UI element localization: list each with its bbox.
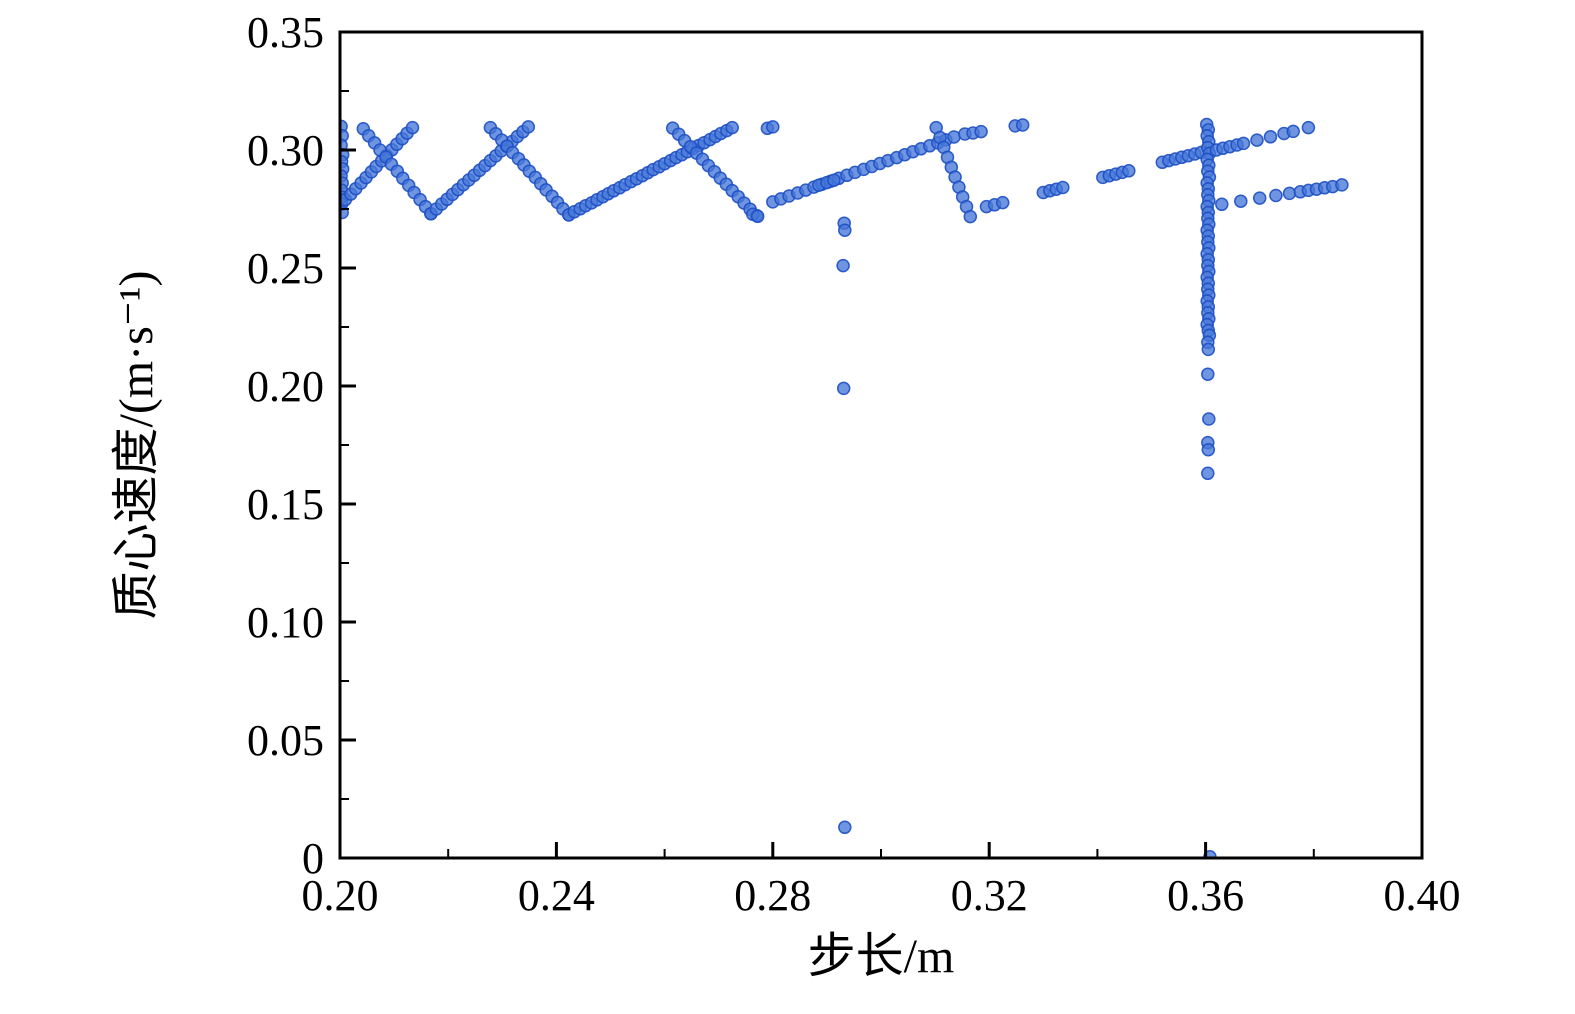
- data-point: [827, 173, 841, 187]
- x-tick-label: 0.24: [518, 871, 595, 920]
- y-axis-label: 质心速度/(m·s⁻¹): [110, 270, 163, 619]
- y-tick-label: 0.30: [247, 126, 324, 175]
- data-point: [1122, 164, 1136, 178]
- data-point: [963, 209, 978, 224]
- x-tick-label: 0.32: [951, 871, 1028, 920]
- x-tick-label: 0.28: [734, 871, 811, 920]
- data-point: [974, 124, 988, 139]
- data-point: [1201, 466, 1215, 481]
- data-point: [1282, 186, 1297, 201]
- y-tick-label: 0.10: [247, 598, 324, 647]
- x-axis-label: 步长/m: [808, 930, 955, 983]
- data-point: [725, 120, 739, 135]
- data-point: [1201, 442, 1216, 457]
- data-point: [1056, 180, 1070, 195]
- data-point: [1236, 136, 1251, 151]
- data-point: [766, 120, 780, 134]
- tick-labels-group: 0.20 0.24 0.28 0.32 0.36 0.40 0 0.05 0.10 0.15 0.2…: [247, 8, 1461, 920]
- data-point: [1215, 197, 1229, 212]
- data-point: [1202, 412, 1216, 426]
- data-point: [1286, 124, 1300, 139]
- data-point: [405, 120, 420, 135]
- data-point: [1335, 178, 1349, 192]
- y-tick-label: 0.25: [247, 244, 324, 293]
- x-tick-label: 0.36: [1167, 871, 1244, 920]
- data-point: [1201, 367, 1215, 381]
- data-point: [1301, 120, 1316, 135]
- data-point: [995, 195, 1010, 210]
- data-point: [836, 258, 850, 273]
- data-point: [1269, 188, 1283, 203]
- y-tick-label: 0.20: [247, 362, 324, 411]
- data-point: [947, 130, 961, 144]
- data-point: [1234, 194, 1248, 208]
- plot-frame: [338, 30, 1424, 860]
- data-point: [750, 209, 765, 224]
- data-point: [1252, 191, 1267, 205]
- data-point: [521, 120, 536, 134]
- y-tick-label: 0.15: [247, 480, 324, 529]
- data-point: [838, 820, 852, 835]
- data-point: [836, 381, 851, 396]
- data-point: [1201, 342, 1216, 357]
- data-point: [838, 223, 852, 237]
- x-tick-label: 0.40: [1384, 871, 1461, 920]
- x-tick-label: 0.20: [302, 871, 379, 920]
- data-point: [1250, 133, 1264, 147]
- y-tick-label: 0: [302, 834, 324, 883]
- y-tick-label: 0.35: [247, 8, 324, 57]
- data-point: [1015, 118, 1030, 132]
- data-point: [1263, 130, 1278, 144]
- data-points-group: [340, 117, 1349, 858]
- y-tick-label: 0.05: [247, 716, 324, 765]
